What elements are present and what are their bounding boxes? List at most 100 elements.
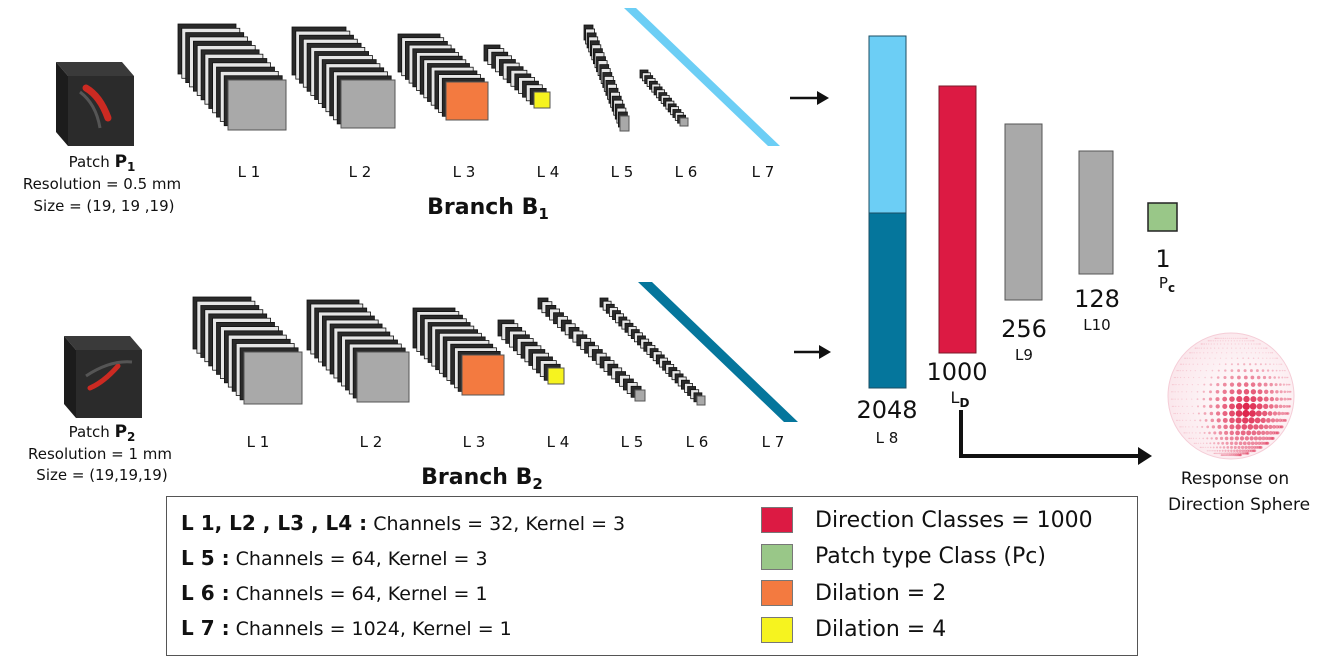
sphere-dot: [1195, 357, 1197, 359]
sphere-dot: [1279, 369, 1281, 372]
sphere-dot: [1276, 363, 1278, 365]
layer-spec-row: L 6 : Channels = 64, Kernel = 1: [181, 579, 625, 614]
layer-spec-row: L 5 : Channels = 64, Kernel = 3: [181, 544, 625, 579]
sphere-dot: [1238, 441, 1243, 446]
sphere-dot: [1234, 337, 1236, 339]
sphere-dot: [1221, 337, 1223, 339]
sphere-dot: [1171, 384, 1174, 386]
legend-label: Dilation = 4: [815, 617, 947, 643]
sphere-dot: [1261, 369, 1265, 372]
sphere-dot: [1185, 426, 1187, 428]
sphere-dot: [1209, 442, 1212, 445]
sphere-dot: [1231, 454, 1234, 457]
sphere-dot: [1237, 369, 1241, 373]
sphere-dot: [1191, 398, 1193, 400]
sphere-dot: [1194, 347, 1196, 349]
sphere-dot: [1252, 340, 1254, 342]
sphere-dot: [1201, 446, 1203, 448]
sphere-dot: [1202, 390, 1205, 393]
pc-label: Pc: [1159, 274, 1175, 295]
b2-layer-label: L 6: [686, 433, 709, 451]
sphere-dot: [1171, 391, 1173, 393]
sphere-dot: [1179, 370, 1181, 372]
sphere-dot: [1224, 369, 1227, 372]
sphere-dot: [1175, 384, 1177, 386]
sphere-dot: [1265, 347, 1267, 349]
sphere-dot: [1207, 352, 1209, 354]
sphere-dot: [1207, 363, 1209, 365]
sphere-dot: [1237, 453, 1241, 457]
sphere-dot: [1280, 411, 1285, 416]
sphere-dot: [1251, 340, 1253, 342]
sphere-dot: [1222, 347, 1224, 349]
sphere-dot: [1194, 442, 1196, 444]
sphere-dot: [1196, 391, 1199, 393]
sphere-dot: [1236, 452, 1239, 455]
sphere-dot: [1216, 383, 1220, 387]
sphere-dot: [1244, 340, 1246, 342]
layer-spec-layers: L 7 :: [181, 616, 230, 640]
sphere-dot: [1191, 352, 1193, 354]
sphere-dot: [1215, 446, 1219, 449]
sphere-dot: [1274, 431, 1278, 435]
sphere-dot: [1209, 404, 1213, 409]
sphere-dot: [1223, 454, 1226, 456]
sphere-dot: [1197, 412, 1200, 415]
layer-spec-layers: L 1, L2 , L3 , L4 :: [181, 511, 368, 535]
l9-value: 256: [1001, 315, 1047, 343]
sphere-dot: [1261, 436, 1266, 441]
sphere-dot: [1238, 453, 1241, 457]
sphere-dot: [1236, 396, 1243, 403]
sphere-dot: [1257, 343, 1259, 345]
sphere-dot: [1252, 449, 1256, 453]
sphere-dot: [1216, 343, 1218, 345]
sphere-dot: [1216, 337, 1219, 339]
sphere-dot: [1264, 363, 1267, 366]
sphere-dot: [1230, 452, 1233, 455]
sphere-dot: [1257, 396, 1263, 402]
sphere-dot: [1257, 357, 1260, 359]
sphere-dot: [1228, 452, 1231, 455]
sphere-dot: [1173, 405, 1175, 407]
sphere-dot: [1218, 363, 1221, 365]
sphere-dot: [1234, 343, 1236, 345]
sphere-dot: [1213, 442, 1216, 445]
sphere-dot: [1224, 452, 1226, 455]
sphere-dot: [1235, 403, 1243, 410]
sphere-dot: [1179, 412, 1181, 415]
sphere-dot: [1174, 412, 1176, 415]
sphere-dot: [1273, 363, 1275, 365]
sphere-dot: [1271, 431, 1276, 435]
sphere-dot: [1223, 375, 1227, 380]
sphere-dot: [1234, 453, 1238, 457]
sphere-dot: [1182, 384, 1184, 386]
sphere-dot: [1287, 405, 1291, 408]
sphere-dot: [1282, 404, 1286, 408]
sphere-dot: [1233, 340, 1235, 342]
legend-item: Direction Classes = 1000: [761, 502, 1093, 539]
sphere-dot: [1226, 454, 1229, 457]
sphere-dot: [1214, 337, 1216, 339]
sphere-dot: [1217, 452, 1219, 455]
sphere-dot: [1278, 404, 1283, 409]
b2-l2-stack: [306, 299, 410, 403]
sphere-dot: [1286, 376, 1288, 379]
sphere-dot: [1269, 382, 1273, 387]
sphere-dot: [1239, 436, 1245, 441]
legend-box: L 1, L2 , L3 , L4 : Channels = 32, Kerne…: [166, 496, 1138, 656]
layer-spec-layers: L 6 :: [181, 581, 230, 605]
sphere-dot: [1205, 370, 1207, 372]
sphere-dot: [1285, 383, 1288, 386]
layer-spec-list: L 1, L2 , L3 , L4 : Channels = 32, Kerne…: [181, 509, 625, 649]
sphere-dot: [1230, 369, 1234, 372]
sphere-dot: [1278, 363, 1280, 365]
sphere-dot: [1196, 352, 1198, 354]
sphere-dot: [1185, 357, 1187, 359]
sphere-dot: [1265, 441, 1269, 445]
sphere-dot: [1236, 382, 1242, 387]
sphere-dot: [1248, 340, 1250, 342]
sphere-dot: [1177, 398, 1179, 400]
l10-bar: [1078, 150, 1114, 275]
sphere-dot: [1199, 446, 1201, 448]
arrow-b2-to-concat: [794, 345, 831, 359]
